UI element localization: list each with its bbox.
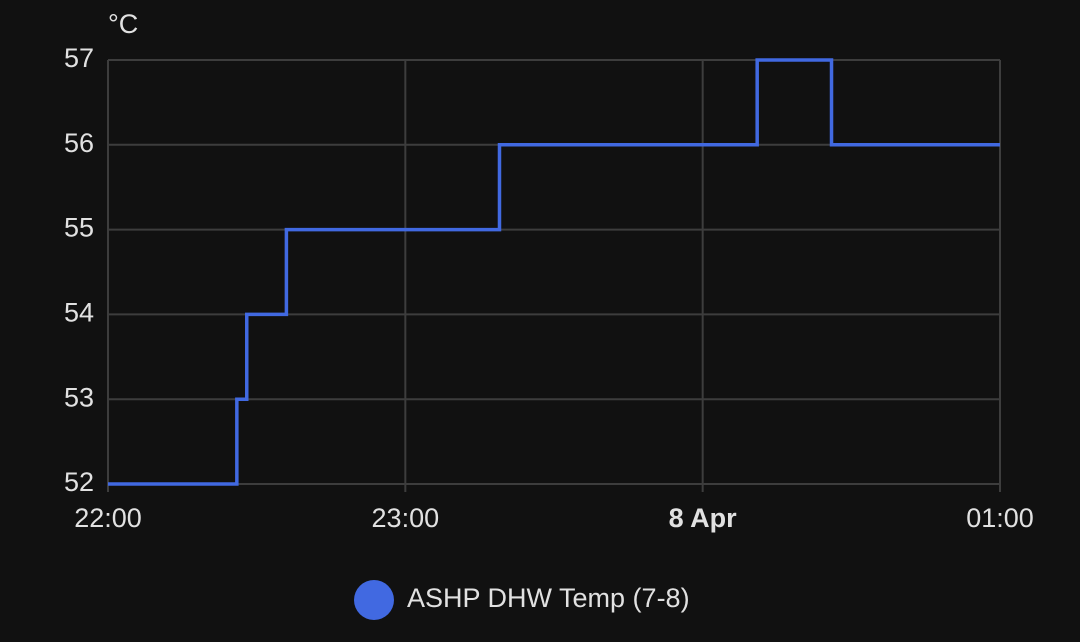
legend-swatch — [354, 580, 394, 620]
legend-label: ASHP DHW Temp (7-8) — [407, 583, 690, 613]
y-tick-label: 54 — [64, 298, 94, 328]
data-line — [108, 58, 1000, 486]
x-tick-label: 22:00 — [74, 503, 142, 533]
y-tick-label: 52 — [64, 467, 94, 497]
x-tick-label: 01:00 — [966, 503, 1034, 533]
y-tick-label: 53 — [64, 382, 94, 412]
y-unit: °C — [108, 9, 138, 39]
y-tick-label: 56 — [64, 128, 94, 158]
x-tick-label: 23:00 — [372, 503, 440, 533]
y-tick-label: 57 — [64, 43, 94, 73]
x-tick-label: 8 Apr — [669, 503, 738, 533]
y-tick-label: 55 — [64, 213, 94, 243]
